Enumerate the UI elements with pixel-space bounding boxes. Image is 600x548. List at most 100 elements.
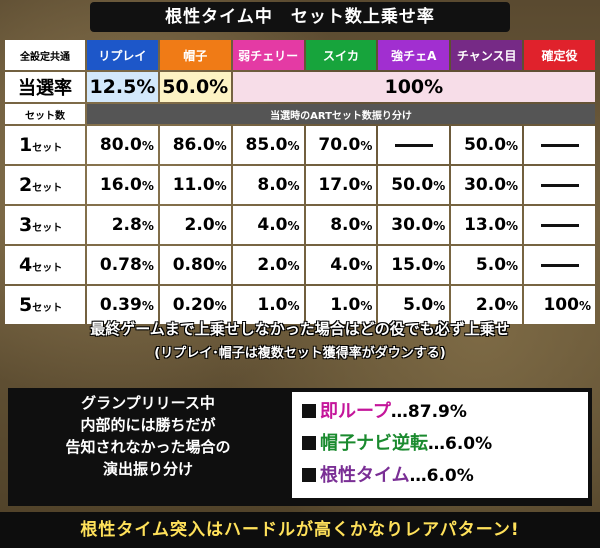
rate-others: 100% bbox=[232, 72, 595, 102]
set-value: 70.0% bbox=[305, 126, 377, 164]
set-unit: セット bbox=[32, 183, 63, 194]
set-unit: セット bbox=[32, 263, 63, 274]
set-rows: 1セット 80.0% 86.0% 85.0% 70.0% 50.0% 2セット 16.0% 11… bbox=[5, 126, 595, 324]
value-number: 70.0 bbox=[318, 135, 361, 155]
effect-distribution-box: 即ループ…87.9% 帽子ナビ逆転…6.0% 根性タイム…6.0% bbox=[292, 392, 588, 498]
value-percent: % bbox=[506, 299, 519, 313]
none-dash bbox=[378, 126, 450, 164]
set-value: 0.20% bbox=[159, 286, 231, 324]
set-label: 5セット bbox=[5, 286, 85, 324]
set-value: 85.0% bbox=[232, 126, 304, 164]
value-percent: % bbox=[141, 259, 154, 273]
value-percent: % bbox=[141, 179, 154, 193]
set-value: 0.39% bbox=[87, 286, 158, 324]
header-replay: リプレイ bbox=[87, 40, 158, 70]
set-value: 8.0% bbox=[232, 166, 304, 204]
set-number: 5 bbox=[19, 294, 33, 316]
value-percent: % bbox=[360, 179, 373, 193]
grand-prix-line: 演出振り分け bbox=[102, 460, 193, 478]
value-number: 1.0 bbox=[330, 295, 361, 315]
value-percent: % bbox=[214, 179, 227, 193]
set-value: 50.0% bbox=[451, 126, 523, 164]
set-value: 30.0% bbox=[451, 166, 523, 204]
set-number: 3 bbox=[19, 214, 33, 236]
header-strong-cherry-a: 強チェA bbox=[378, 40, 450, 70]
rate-label: 当選率 bbox=[5, 72, 85, 102]
set-value: 1.0% bbox=[305, 286, 377, 324]
value-number: 86.0 bbox=[172, 135, 215, 155]
result-guts-time: 根性タイム…6.0% bbox=[302, 462, 474, 490]
dash-icon bbox=[540, 143, 579, 147]
set-value: 4.0% bbox=[232, 206, 304, 244]
value-number: 5.0 bbox=[403, 295, 434, 315]
set-number: 4 bbox=[19, 254, 33, 276]
set-unit: セット bbox=[32, 223, 63, 234]
set-value: 86.0% bbox=[159, 126, 231, 164]
value-number: 30.0 bbox=[464, 175, 507, 195]
value-number: 80.0 bbox=[99, 135, 142, 155]
none-dash bbox=[524, 246, 595, 284]
value-percent: % bbox=[287, 259, 300, 273]
bottom-banner: 根性タイム突入はハードルが高くかなりレアパターン! bbox=[0, 512, 600, 548]
set-row: 4セット 0.78% 0.80% 2.0% 4.0% 15.0% 5.0% bbox=[5, 246, 595, 284]
value-percent: % bbox=[506, 219, 519, 233]
value-number: 2.0 bbox=[257, 255, 288, 275]
rate-row: 当選率 12.5% 50.0% 100% bbox=[5, 72, 595, 102]
value-percent: % bbox=[360, 139, 373, 153]
result-value: …87.9% bbox=[390, 402, 467, 422]
header-weak-cherry: 弱チェリー bbox=[232, 40, 304, 70]
value-percent: % bbox=[506, 259, 519, 273]
grand-prix-line: 内部的には勝ちだが bbox=[80, 416, 216, 434]
set-value: 2.0% bbox=[232, 246, 304, 284]
set-value: 8.0% bbox=[305, 206, 377, 244]
header-confirmed: 確定役 bbox=[524, 40, 595, 70]
rate-replay: 12.5% bbox=[87, 72, 158, 102]
value-number: 30.0 bbox=[391, 215, 434, 235]
set-unit: セット bbox=[32, 303, 63, 314]
set-value: 30.0% bbox=[378, 206, 450, 244]
set-unit: セット bbox=[32, 143, 63, 154]
value-number: 1.0 bbox=[257, 295, 288, 315]
value-number: 4.0 bbox=[330, 255, 361, 275]
header-corner: 全設定共通 bbox=[5, 40, 85, 70]
value-percent: % bbox=[360, 299, 373, 313]
value-percent: % bbox=[433, 219, 446, 233]
square-bullet-icon bbox=[302, 436, 316, 450]
set-value: 4.0% bbox=[305, 246, 377, 284]
value-percent: % bbox=[214, 139, 227, 153]
square-bullet-icon bbox=[302, 468, 316, 482]
note-multi-set-down: (リプレイ･帽子は複数セット獲得率がダウンする) bbox=[154, 346, 446, 361]
value-percent: % bbox=[287, 139, 300, 153]
square-bullet-icon bbox=[302, 404, 316, 418]
value-percent: % bbox=[433, 299, 446, 313]
set-value: 5.0% bbox=[378, 286, 450, 324]
set-value: 17.0% bbox=[305, 166, 377, 204]
value-number: 17.0 bbox=[318, 175, 361, 195]
value-percent: % bbox=[141, 219, 154, 233]
value-percent: % bbox=[287, 179, 300, 193]
value-number: 2.0 bbox=[475, 295, 507, 315]
value-number: 0.39 bbox=[99, 295, 142, 315]
set-value: 2.0% bbox=[451, 286, 523, 324]
set-rate-table: 全設定共通 リプレイ 帽子 弱チェリー スイカ 強チェA チャンス目 確定役 当… bbox=[3, 38, 597, 326]
value-number: 13.0 bbox=[464, 215, 507, 235]
value-percent: % bbox=[287, 299, 300, 313]
value-number: 15.0 bbox=[391, 255, 434, 275]
value-percent: % bbox=[141, 299, 154, 313]
value-percent: % bbox=[214, 299, 227, 313]
value-percent: % bbox=[506, 139, 519, 153]
dash-icon bbox=[540, 263, 579, 267]
value-number: 50.0 bbox=[391, 175, 434, 195]
sub-label: セット数 bbox=[5, 104, 85, 124]
value-number: 2.8 bbox=[111, 215, 142, 235]
value-percent: % bbox=[287, 219, 300, 233]
value-number: 5.0 bbox=[475, 255, 507, 275]
result-label: 帽子ナビ逆転 bbox=[320, 433, 428, 454]
set-row: 3セット 2.8% 2.0% 4.0% 8.0% 30.0% 13.0% bbox=[5, 206, 595, 244]
set-label: 1セット bbox=[5, 126, 85, 164]
result-label: 根性タイム bbox=[320, 465, 410, 486]
value-number: 8.0 bbox=[330, 215, 361, 235]
dash-icon bbox=[394, 143, 433, 147]
result-value: …6.0% bbox=[428, 434, 493, 454]
set-value: 80.0% bbox=[87, 126, 158, 164]
